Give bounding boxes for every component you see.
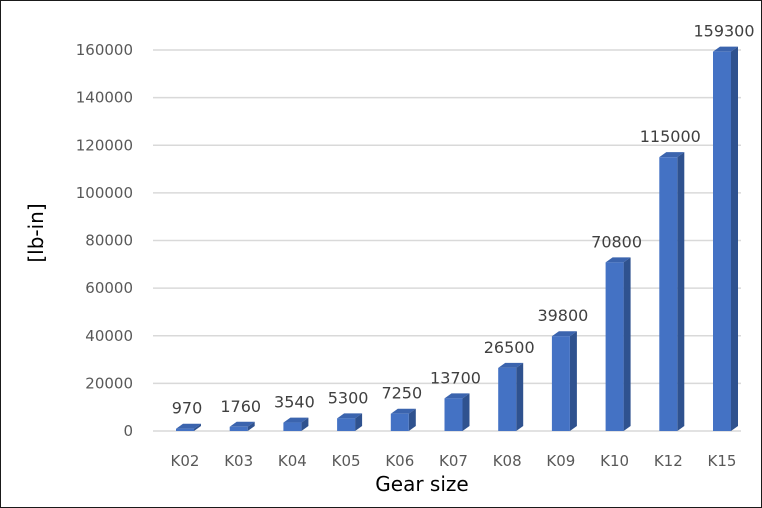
bar-top <box>176 423 201 429</box>
bar-top <box>498 362 524 368</box>
bar-front <box>659 157 678 431</box>
bar-top <box>551 331 577 337</box>
bar-side <box>194 423 201 431</box>
y-tick-label: 140000 <box>76 89 133 107</box>
x-tick-label: K15 <box>708 452 737 470</box>
data-label: 13700 <box>430 368 481 387</box>
x-tick-label: K07 <box>439 452 468 470</box>
data-label: 26500 <box>484 338 535 357</box>
bar-front <box>713 51 731 432</box>
bar-top <box>659 152 685 158</box>
bar <box>229 421 255 431</box>
bar-side <box>516 362 524 431</box>
x-tick-label: K09 <box>546 452 575 470</box>
bar-side <box>623 257 631 431</box>
gridlines <box>153 49 741 432</box>
bar-top <box>283 417 309 423</box>
x-axis-title: Gear size <box>375 472 468 496</box>
y-tick-label: 20000 <box>85 374 133 392</box>
y-tick-label: 60000 <box>85 279 133 297</box>
x-tick-label: K04 <box>278 452 307 470</box>
bar <box>713 46 738 432</box>
x-tick-label: K06 <box>385 452 414 470</box>
bar <box>390 408 416 431</box>
bar-side <box>247 421 255 431</box>
data-label: 115000 <box>640 127 701 146</box>
y-tick-label: 40000 <box>85 327 133 345</box>
bar-front <box>229 426 248 431</box>
bar <box>337 413 363 431</box>
bar-side <box>569 331 577 431</box>
bar-top <box>444 393 470 399</box>
bar <box>498 362 524 431</box>
bar <box>605 257 631 431</box>
data-label: 3540 <box>274 393 315 412</box>
bar <box>444 393 470 431</box>
bar-front <box>176 428 194 431</box>
bar <box>659 152 685 431</box>
bar-front <box>337 418 356 431</box>
y-axis-title: [lb-in] <box>24 203 48 262</box>
y-tick-label: 0 <box>123 422 133 440</box>
bar-front <box>390 413 409 431</box>
data-label: 970 <box>172 399 203 418</box>
bar <box>176 423 201 431</box>
y-tick-label: 160000 <box>76 41 133 59</box>
x-tick-label: K03 <box>224 452 253 470</box>
bar-top <box>337 413 363 419</box>
data-label: 159300 <box>693 22 754 41</box>
bar-front <box>283 422 302 431</box>
data-label: 70800 <box>591 232 642 251</box>
bar-top <box>229 421 255 427</box>
bar-side <box>408 408 416 431</box>
bar-top <box>390 408 416 414</box>
bar-side <box>301 417 309 431</box>
bar-side <box>355 413 363 431</box>
x-axis-ticks: K02 K03 K04 K05 K06 K07 K08 K09 K10 K12 K15 <box>171 452 737 470</box>
bar-front <box>498 367 517 431</box>
data-label: 5300 <box>328 388 369 407</box>
y-tick-label: 100000 <box>76 184 133 202</box>
data-label: 7250 <box>381 384 422 403</box>
bar <box>551 331 577 431</box>
bar-front <box>605 262 624 431</box>
x-tick-label: K02 <box>171 452 200 470</box>
bar-side <box>731 46 738 432</box>
bar-side <box>462 393 470 431</box>
x-tick-label: K05 <box>332 452 361 470</box>
bar-side <box>677 152 685 431</box>
y-tick-label: 80000 <box>85 232 133 250</box>
x-tick-label: K10 <box>600 452 629 470</box>
bar <box>283 417 309 431</box>
bar-top <box>605 257 631 263</box>
y-axis-ticks: 0 20000 40000 60000 80000 100000 120000 140000 1… <box>76 41 133 440</box>
bar-front <box>551 336 570 431</box>
bar-top <box>713 46 738 52</box>
x-tick-label: K08 <box>493 452 522 470</box>
data-label: 1760 <box>220 397 261 416</box>
data-label: 39800 <box>537 306 588 325</box>
x-tick-label: K12 <box>654 452 683 470</box>
bar-front <box>444 398 463 431</box>
y-tick-label: 120000 <box>76 136 133 154</box>
bars <box>176 46 738 432</box>
